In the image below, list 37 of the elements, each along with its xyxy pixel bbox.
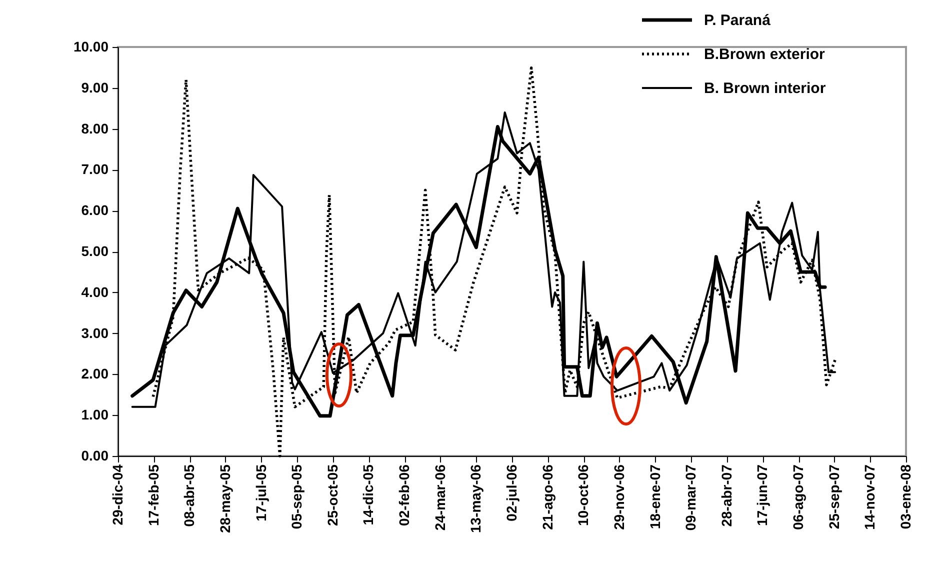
y-tick-label: 0.00 [81, 448, 109, 464]
x-tick-label: 29-nov-06 [610, 464, 627, 530]
x-tick-label: 17-jun-07 [754, 464, 770, 526]
x-tick-label: 28-abr-07 [718, 464, 734, 527]
legend-label: P. Paraná [704, 12, 772, 29]
legend-label: B. Brown interior [704, 80, 826, 97]
x-tick-label: 02-feb-06 [396, 464, 412, 526]
legend-label: B.Brown exterior [704, 46, 826, 63]
y-tick-label: 4.00 [81, 284, 109, 300]
y-tick-label: 10.00 [73, 38, 109, 54]
x-tick-label: 21-ago-06 [539, 464, 556, 530]
x-tick-label: 25-sep-07 [826, 464, 842, 530]
x-tick-label: 09-mar-07 [682, 464, 699, 531]
x-tick-label: 18-ene-07 [646, 464, 663, 530]
x-tick-label: 13-may-06 [468, 464, 484, 533]
x-tick-label: 28-may-05 [216, 464, 233, 533]
x-tick-label: 14-nov-07 [862, 464, 878, 530]
y-tick-label: 8.00 [81, 120, 109, 136]
y-tick-label: 1.00 [81, 406, 109, 423]
x-tick-label: 02-jul-06 [504, 464, 520, 522]
x-tick-label: 24-mar-06 [432, 464, 448, 531]
x-tick-label: 08-abr-05 [181, 464, 198, 527]
x-tick-label: 17-jul-05 [252, 464, 269, 522]
y-tick-label: 9.00 [81, 79, 109, 96]
x-tick-label: 14-dic-05 [360, 464, 376, 526]
x-tick-label: 05-sep-05 [288, 464, 305, 530]
x-tick-label: 25-oct-05 [324, 464, 340, 526]
y-tick-label: 7.00 [81, 161, 109, 178]
x-tick-label: 17-feb-05 [145, 464, 162, 526]
y-tick-label: 5.00 [81, 243, 109, 259]
y-tick-label: 3.00 [81, 324, 109, 341]
y-tick-label: 6.00 [81, 202, 109, 218]
x-tick-label: 06-ago-07 [790, 464, 806, 530]
x-tick-label: 10-oct-06 [575, 464, 592, 526]
x-tick-label: 03-ene-08 [898, 464, 914, 530]
x-tick-label: 29-dic-04 [110, 464, 126, 526]
y-tick-label: 2.00 [81, 366, 109, 382]
